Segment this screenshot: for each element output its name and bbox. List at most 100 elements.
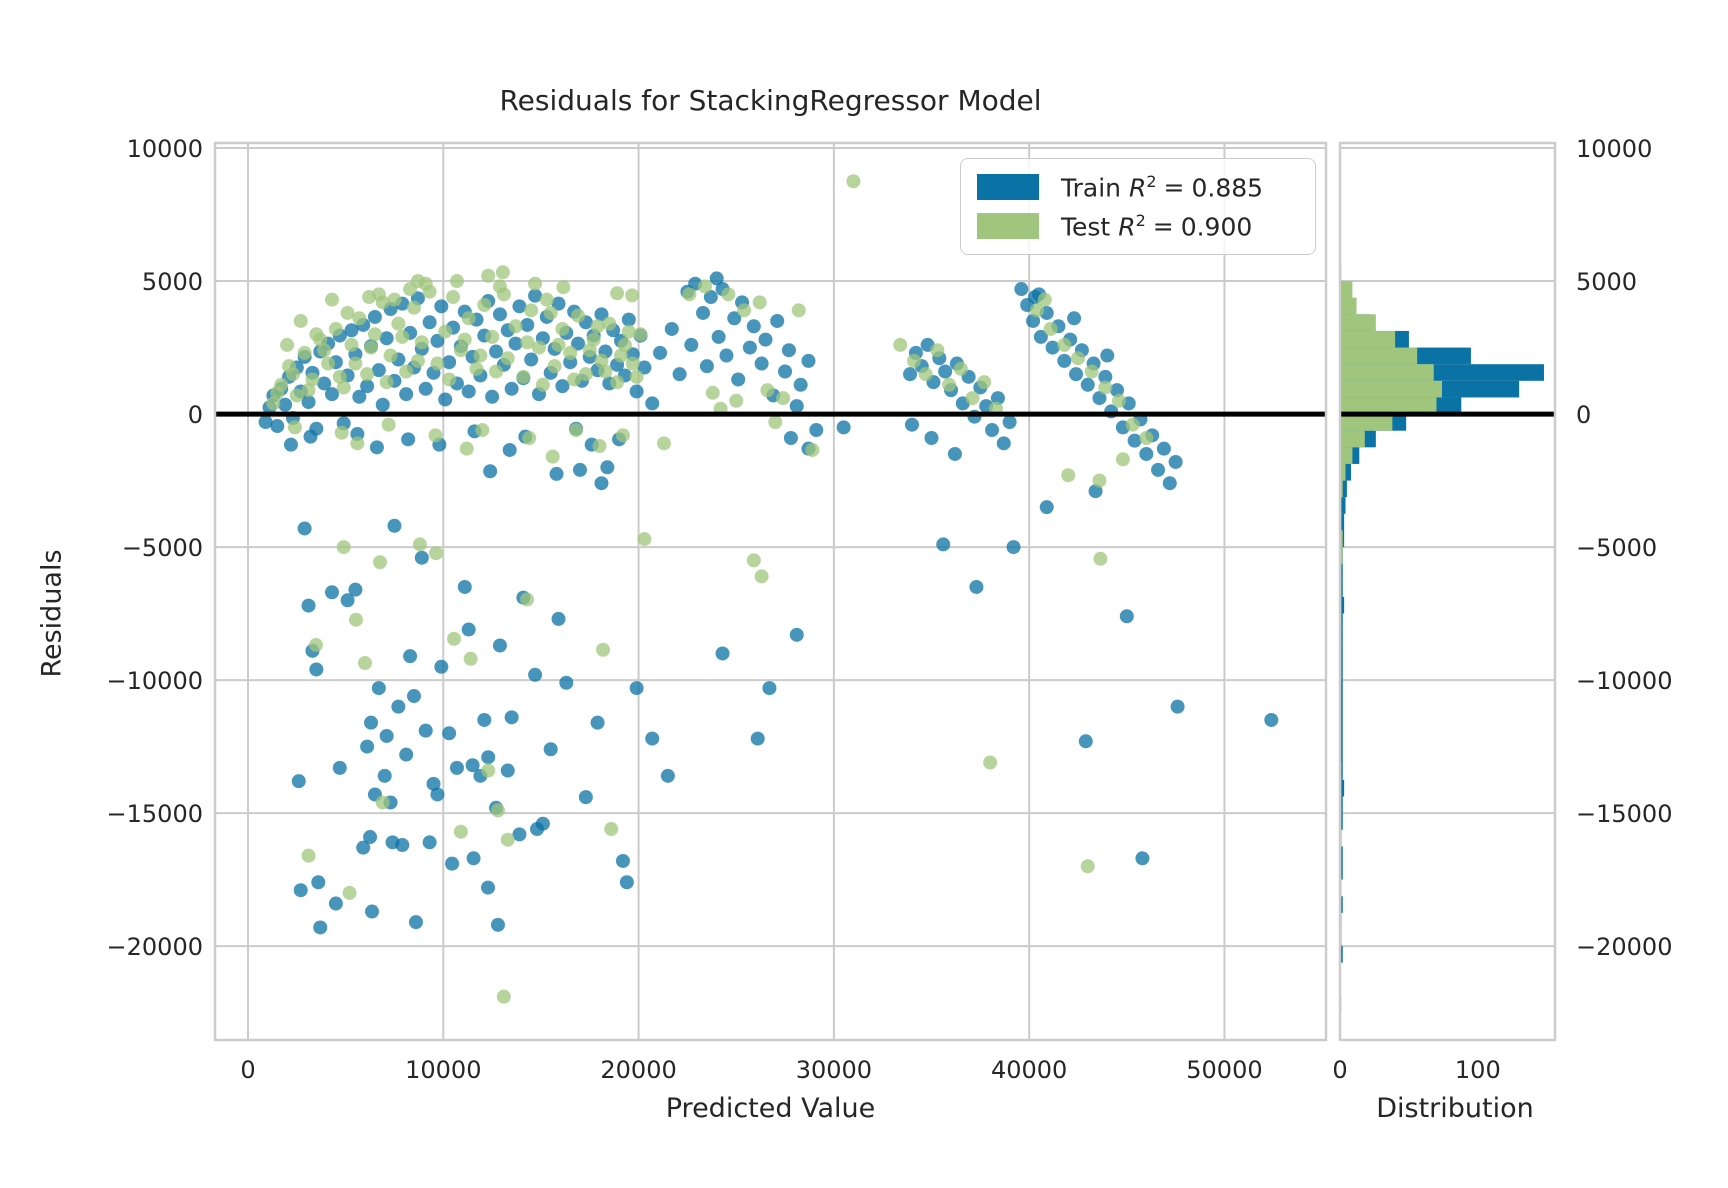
test-point — [287, 420, 302, 435]
test-point — [406, 300, 421, 315]
train-point — [430, 787, 445, 802]
test-hist-bar — [1340, 314, 1376, 331]
test-point — [442, 372, 457, 387]
histogram-border — [1338, 141, 1557, 1042]
test-point — [391, 316, 406, 331]
test-point — [1093, 551, 1108, 566]
test-point — [350, 436, 365, 451]
train-point — [1110, 383, 1125, 398]
test-point — [500, 351, 515, 366]
legend: Train R2 = 0.885 Test R2 = 0.900 — [960, 158, 1316, 255]
right-y-tick-label: 10000 — [1576, 135, 1652, 163]
train-point — [1026, 313, 1041, 328]
test-point — [395, 329, 410, 344]
train-point — [461, 622, 476, 637]
train-point — [408, 915, 423, 930]
train-point — [793, 377, 808, 392]
test-point — [617, 337, 632, 352]
train-point — [535, 816, 550, 831]
train-point — [512, 299, 527, 314]
test-point — [317, 343, 332, 358]
train-point — [492, 638, 507, 653]
test-point — [528, 276, 543, 291]
train-point — [430, 333, 445, 348]
train-point — [615, 853, 630, 868]
test-point — [430, 356, 445, 371]
test-point — [438, 324, 453, 339]
train-point — [594, 307, 609, 322]
train-point — [1014, 282, 1029, 297]
train-point — [258, 415, 273, 430]
test-hist-bar — [1340, 530, 1343, 548]
train-point — [520, 317, 535, 332]
test-point — [520, 592, 535, 607]
train-point — [278, 397, 293, 412]
y-tick-label: −5000 — [122, 534, 203, 562]
test-point — [309, 327, 324, 342]
train-point — [699, 359, 714, 374]
y-tick-label: 0 — [188, 401, 203, 429]
train-point — [947, 446, 962, 461]
test-point — [977, 375, 992, 390]
test-point — [360, 367, 375, 382]
test-point — [953, 361, 968, 376]
y-tick-label: 10000 — [127, 135, 203, 163]
train-point — [996, 436, 1011, 451]
right-y-tick-label: −10000 — [1576, 667, 1672, 695]
train-point — [719, 348, 734, 363]
train-point — [348, 582, 363, 597]
test-point — [721, 287, 736, 302]
train-point — [590, 715, 605, 730]
x-tick-label: 0 — [240, 1056, 255, 1084]
test-point — [305, 372, 320, 387]
train-point — [938, 364, 953, 379]
train-point — [449, 760, 464, 775]
test-point — [791, 303, 806, 318]
test-point — [625, 356, 640, 371]
train-point — [600, 460, 615, 475]
train-point — [360, 739, 375, 754]
test-point — [1029, 303, 1044, 318]
train-point — [969, 579, 984, 594]
test-point — [1057, 337, 1072, 352]
test-point — [418, 276, 433, 291]
train-point — [379, 728, 394, 743]
test-point — [362, 290, 377, 305]
train-point — [377, 768, 392, 783]
test-point — [569, 423, 584, 438]
train-point — [399, 747, 414, 762]
test-point — [1111, 393, 1126, 408]
chart-title: Residuals for StackingRegressor Model — [499, 84, 1042, 117]
test-point — [481, 763, 496, 778]
train-hist-bar — [1340, 779, 1345, 797]
train-point — [1119, 609, 1134, 624]
train-point — [442, 355, 457, 370]
test-point — [399, 364, 414, 379]
train-point — [645, 396, 660, 411]
train-point — [711, 329, 726, 344]
train-point — [483, 464, 498, 479]
train-point — [1069, 367, 1084, 382]
train-point — [418, 723, 433, 738]
test-point — [1125, 417, 1140, 432]
train-point — [1078, 734, 1093, 749]
test-point — [457, 332, 472, 347]
train-point — [528, 667, 543, 682]
test-point — [531, 340, 546, 355]
train-point — [985, 423, 1000, 438]
train-point — [781, 343, 796, 358]
hist-x-tick-label: 0 — [1332, 1056, 1347, 1084]
test-point — [596, 642, 611, 657]
train-point — [801, 353, 816, 368]
test-point — [520, 335, 535, 350]
test-point — [893, 337, 908, 352]
test-point — [270, 385, 285, 400]
train-point — [1045, 340, 1060, 355]
test-hist-bar — [1340, 297, 1357, 315]
test-point — [547, 359, 562, 374]
test-point — [1115, 452, 1130, 467]
test-point — [555, 321, 570, 336]
y-axis-label: Residuals — [36, 549, 68, 678]
test-point — [453, 343, 468, 358]
train-point — [1039, 500, 1054, 515]
